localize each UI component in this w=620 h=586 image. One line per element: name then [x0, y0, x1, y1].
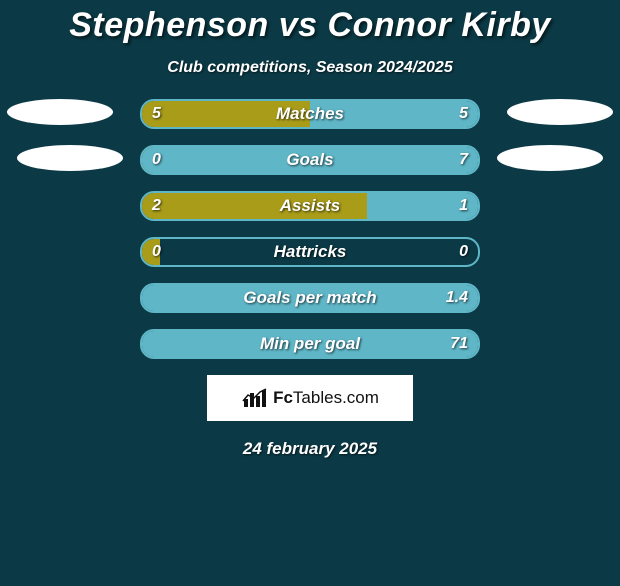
value-right: 1.4 — [446, 283, 468, 313]
date-label: 24 february 2025 — [0, 439, 620, 459]
bar-chart-icon — [241, 387, 269, 409]
metric-label: Assists — [140, 191, 480, 221]
metric-row: Goals per match 1.4 — [0, 283, 620, 313]
footer-brand-text: FcTables.com — [273, 388, 379, 408]
metric-label: Matches — [140, 99, 480, 129]
subtitle: Club competitions, Season 2024/2025 — [0, 59, 620, 77]
metric-row: 0 Goals 7 — [0, 145, 620, 175]
value-right: 71 — [450, 329, 468, 359]
metric-row: 0 Hattricks 0 — [0, 237, 620, 267]
brand-prefix: Fc — [273, 388, 293, 407]
metric-label: Goals — [140, 145, 480, 175]
metric-label: Goals per match — [140, 283, 480, 313]
value-right: 7 — [459, 145, 468, 175]
value-right: 0 — [459, 237, 468, 267]
metric-row: 2 Assists 1 — [0, 191, 620, 221]
metric-row: Min per goal 71 — [0, 329, 620, 359]
metric-label: Min per goal — [140, 329, 480, 359]
metric-label: Hattricks — [140, 237, 480, 267]
page-title: Stephenson vs Connor Kirby — [0, 6, 620, 45]
value-right: 5 — [459, 99, 468, 129]
comparison-chart: 5 Matches 5 0 Goals 7 2 Assists 1 0 Hatt… — [0, 99, 620, 359]
brand-suffix: Tables.com — [293, 388, 379, 407]
footer-badge[interactable]: FcTables.com — [207, 375, 413, 421]
value-right: 1 — [459, 191, 468, 221]
metric-row: 5 Matches 5 — [0, 99, 620, 129]
